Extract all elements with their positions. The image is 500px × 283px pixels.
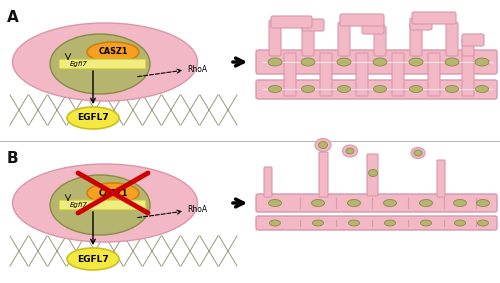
Ellipse shape xyxy=(476,200,490,207)
FancyBboxPatch shape xyxy=(256,216,497,230)
Ellipse shape xyxy=(478,220,488,226)
FancyBboxPatch shape xyxy=(256,194,497,212)
Ellipse shape xyxy=(67,107,119,129)
FancyBboxPatch shape xyxy=(412,12,456,24)
Ellipse shape xyxy=(12,23,198,101)
FancyBboxPatch shape xyxy=(256,50,497,74)
FancyBboxPatch shape xyxy=(446,22,458,56)
Text: Egfl7: Egfl7 xyxy=(70,202,88,208)
FancyBboxPatch shape xyxy=(302,23,314,56)
Ellipse shape xyxy=(337,58,351,66)
Ellipse shape xyxy=(87,42,139,62)
Text: A: A xyxy=(7,10,19,25)
FancyBboxPatch shape xyxy=(367,154,378,196)
Text: B: B xyxy=(7,151,18,166)
Ellipse shape xyxy=(414,150,422,156)
Text: EGFL7: EGFL7 xyxy=(77,113,109,123)
Ellipse shape xyxy=(342,145,357,157)
Ellipse shape xyxy=(476,85,488,93)
FancyBboxPatch shape xyxy=(264,167,272,197)
FancyBboxPatch shape xyxy=(437,160,445,197)
Ellipse shape xyxy=(318,142,328,149)
Ellipse shape xyxy=(12,164,198,242)
Ellipse shape xyxy=(348,220,360,226)
FancyBboxPatch shape xyxy=(269,20,281,56)
FancyBboxPatch shape xyxy=(59,200,146,210)
FancyBboxPatch shape xyxy=(362,22,384,34)
Ellipse shape xyxy=(409,58,423,66)
Text: RhoA: RhoA xyxy=(187,205,207,215)
Text: RhoA: RhoA xyxy=(187,65,207,74)
FancyBboxPatch shape xyxy=(392,53,404,96)
Text: CASZ1: CASZ1 xyxy=(98,188,128,198)
FancyBboxPatch shape xyxy=(410,18,432,30)
Ellipse shape xyxy=(374,85,386,93)
Ellipse shape xyxy=(346,148,354,154)
Ellipse shape xyxy=(50,175,150,235)
Ellipse shape xyxy=(373,58,387,66)
FancyBboxPatch shape xyxy=(256,80,497,99)
Ellipse shape xyxy=(87,183,139,203)
Ellipse shape xyxy=(411,147,425,158)
FancyBboxPatch shape xyxy=(302,19,324,31)
Ellipse shape xyxy=(454,200,466,207)
Ellipse shape xyxy=(410,85,422,93)
FancyBboxPatch shape xyxy=(462,34,484,46)
FancyBboxPatch shape xyxy=(59,59,146,69)
FancyBboxPatch shape xyxy=(319,152,328,197)
Ellipse shape xyxy=(268,85,281,93)
FancyBboxPatch shape xyxy=(428,53,440,96)
Ellipse shape xyxy=(475,58,489,66)
Ellipse shape xyxy=(301,58,315,66)
FancyBboxPatch shape xyxy=(462,53,474,96)
FancyBboxPatch shape xyxy=(284,53,296,96)
Ellipse shape xyxy=(312,200,324,207)
FancyBboxPatch shape xyxy=(340,14,384,26)
Ellipse shape xyxy=(454,220,466,226)
Ellipse shape xyxy=(384,200,396,207)
Text: Egfl7: Egfl7 xyxy=(70,61,88,67)
Ellipse shape xyxy=(338,85,350,93)
Ellipse shape xyxy=(420,200,432,207)
Ellipse shape xyxy=(67,248,119,270)
FancyBboxPatch shape xyxy=(374,26,386,56)
FancyBboxPatch shape xyxy=(271,16,312,28)
Ellipse shape xyxy=(384,220,396,226)
Ellipse shape xyxy=(270,220,280,226)
Ellipse shape xyxy=(315,138,331,151)
Ellipse shape xyxy=(268,200,281,207)
Ellipse shape xyxy=(445,58,459,66)
Ellipse shape xyxy=(312,220,324,226)
FancyBboxPatch shape xyxy=(338,22,350,56)
Text: EGFL7: EGFL7 xyxy=(77,254,109,263)
Ellipse shape xyxy=(268,58,282,66)
Ellipse shape xyxy=(368,170,378,177)
FancyBboxPatch shape xyxy=(410,22,422,56)
Ellipse shape xyxy=(50,34,150,94)
Ellipse shape xyxy=(446,85,458,93)
Text: CASZ1: CASZ1 xyxy=(98,48,128,57)
FancyBboxPatch shape xyxy=(462,38,474,56)
Ellipse shape xyxy=(420,220,432,226)
Ellipse shape xyxy=(348,200,360,207)
FancyBboxPatch shape xyxy=(320,53,332,96)
FancyBboxPatch shape xyxy=(356,53,368,96)
Ellipse shape xyxy=(302,85,314,93)
